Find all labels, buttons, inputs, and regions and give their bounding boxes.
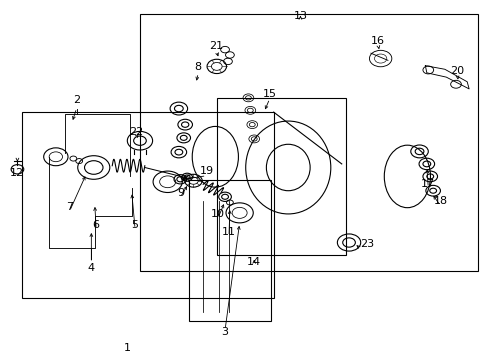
Text: 23: 23 bbox=[360, 239, 374, 249]
Text: 18: 18 bbox=[432, 197, 447, 206]
Bar bbox=[140, 14, 477, 271]
Text: 3: 3 bbox=[221, 327, 228, 337]
Text: 5: 5 bbox=[131, 220, 138, 230]
Text: 14: 14 bbox=[246, 257, 261, 267]
Text: 12: 12 bbox=[10, 168, 24, 178]
Text: 8: 8 bbox=[194, 63, 202, 72]
Text: 4: 4 bbox=[88, 262, 95, 273]
Text: 6: 6 bbox=[93, 220, 100, 230]
Text: 17: 17 bbox=[420, 179, 434, 189]
Text: 20: 20 bbox=[449, 66, 464, 76]
Text: 16: 16 bbox=[370, 36, 385, 46]
Bar bbox=[216, 98, 345, 255]
Text: 7: 7 bbox=[66, 202, 73, 212]
Text: 2: 2 bbox=[73, 95, 80, 105]
Text: 19: 19 bbox=[199, 166, 213, 176]
Text: 11: 11 bbox=[222, 227, 235, 237]
Text: 1: 1 bbox=[124, 343, 131, 353]
Text: 21: 21 bbox=[209, 41, 223, 51]
Text: 10: 10 bbox=[210, 209, 224, 219]
Text: 15: 15 bbox=[262, 89, 276, 99]
Text: 13: 13 bbox=[293, 11, 307, 21]
Text: 22: 22 bbox=[129, 127, 143, 137]
Text: 9: 9 bbox=[176, 188, 183, 198]
Bar bbox=[188, 180, 271, 321]
